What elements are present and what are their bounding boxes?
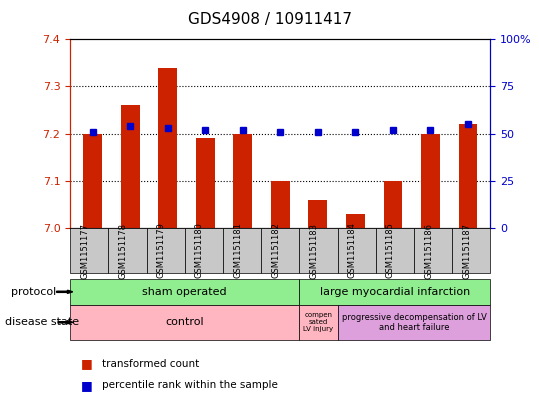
Bar <box>233 134 252 228</box>
Bar <box>271 181 289 228</box>
Text: GSM1151184: GSM1151184 <box>348 222 357 279</box>
Text: GSM1151180: GSM1151180 <box>195 222 204 279</box>
Bar <box>83 134 102 228</box>
Bar <box>346 214 365 228</box>
Bar <box>158 68 177 228</box>
Text: GSM1151178: GSM1151178 <box>119 222 127 279</box>
Text: disease state: disease state <box>5 317 80 327</box>
Text: ■: ■ <box>81 357 93 370</box>
Bar <box>384 181 402 228</box>
Text: transformed count: transformed count <box>102 358 199 369</box>
Text: GSM1151182: GSM1151182 <box>271 222 280 279</box>
Text: GSM1151187: GSM1151187 <box>462 222 472 279</box>
Text: GSM1151177: GSM1151177 <box>80 222 89 279</box>
Text: GSM1151186: GSM1151186 <box>424 222 433 279</box>
Text: GSM1151185: GSM1151185 <box>386 222 395 279</box>
Text: compen
sated
LV injury: compen sated LV injury <box>303 312 334 332</box>
Text: GSM1151181: GSM1151181 <box>233 222 242 279</box>
Text: progressive decompensation of LV
and heart failure: progressive decompensation of LV and hea… <box>342 312 487 332</box>
Text: GSM1151179: GSM1151179 <box>157 222 165 279</box>
Text: large myocardial infarction: large myocardial infarction <box>320 287 470 297</box>
Text: GDS4908 / 10911417: GDS4908 / 10911417 <box>188 12 351 27</box>
Text: GSM1151183: GSM1151183 <box>309 222 319 279</box>
Text: sham operated: sham operated <box>142 287 227 297</box>
Text: protocol: protocol <box>11 287 56 297</box>
Text: ■: ■ <box>81 378 93 392</box>
Bar <box>421 134 440 228</box>
Text: control: control <box>165 317 204 327</box>
Bar <box>459 124 478 228</box>
Bar <box>196 138 215 228</box>
Bar <box>121 105 140 228</box>
Text: percentile rank within the sample: percentile rank within the sample <box>102 380 278 390</box>
Bar <box>308 200 327 228</box>
